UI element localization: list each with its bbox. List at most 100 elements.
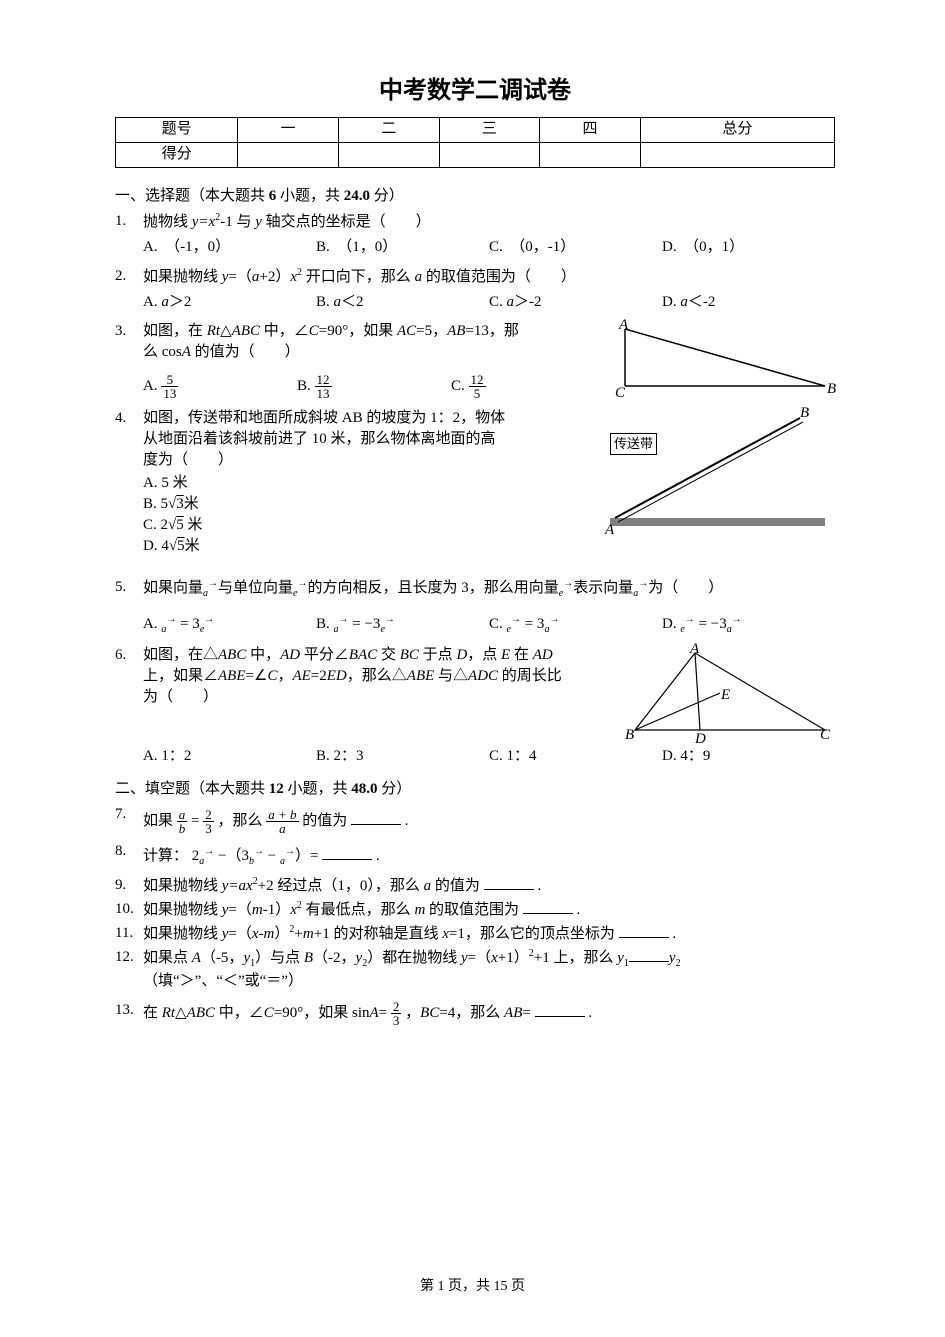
q-body: 如果抛物线 y=ax2+2 经过点（1，0），那么 a 的值为 . xyxy=(143,875,835,897)
stem-line: 度为（ ） xyxy=(143,450,600,471)
option-a: A. a→ = 3e→ xyxy=(143,613,316,637)
text: . xyxy=(537,878,541,894)
option-b: B. 5√3米 xyxy=(143,494,600,515)
option-b: B. 1213 xyxy=(297,373,451,400)
stem-line: 从地面沿着该斜坡前进了 10 米，那么物体离地面的高 xyxy=(143,429,600,450)
cell: 四 xyxy=(540,117,641,142)
q-number: 11. xyxy=(115,923,143,944)
option-d: D. （0，1） xyxy=(662,237,835,258)
triangle-svg xyxy=(605,321,835,401)
q-body: 如图，在△ABC 中，AD 平分∠BAC 交 BC 于点 D，点 E 在 AD … xyxy=(143,645,835,773)
blank xyxy=(322,845,372,860)
exam-page: 中考数学二调试卷 题号 一 二 三 四 总分 得分 一、选择题（本大题共 6 小… xyxy=(0,0,945,1337)
option-c: C. 1：4 xyxy=(489,746,662,767)
q-number: 12. xyxy=(115,947,143,968)
vertex-label: B xyxy=(827,379,836,400)
q-number: 10. xyxy=(115,899,143,920)
q-number: 6. xyxy=(115,645,143,666)
question-10: 10. 如果抛物线 y=（m-1）x2 有最低点，那么 m 的取值范围为 . xyxy=(115,899,835,921)
vertex-label: D xyxy=(695,729,706,750)
option-a: A. 5 米 xyxy=(143,473,600,494)
score-table: 题号 一 二 三 四 总分 得分 xyxy=(115,117,835,168)
question-7: 7. 如果 ab = 23 ，那么 a + ba 的值为 . xyxy=(115,804,835,839)
blank xyxy=(535,1002,585,1017)
q-number: 9. xyxy=(115,875,143,896)
cell: 二 xyxy=(338,117,439,142)
page-title: 中考数学二调试卷 xyxy=(115,75,835,109)
q-number: 3. xyxy=(115,321,143,342)
blank xyxy=(484,875,534,890)
blank xyxy=(351,810,401,825)
text: ，那么 xyxy=(217,813,262,829)
option-d: D. 4：9 xyxy=(662,746,835,767)
options: A. 1：2 B. 2：3 C. 1：4 D. 4：9 xyxy=(143,746,835,767)
option-a: A. 1：2 xyxy=(143,746,316,767)
question-3: 3. 如图，在 Rt△ABC 中，∠C=90°，如果 AC=5，AB=13，那 … xyxy=(115,321,835,406)
question-9: 9. 如果抛物线 y=ax2+2 经过点（1，0），那么 a 的值为 . xyxy=(115,875,835,897)
q-number: 5. xyxy=(115,577,143,598)
option-b: B. a＜2 xyxy=(316,292,489,313)
text: = xyxy=(191,813,199,829)
question-1: 1. 抛物线 y=x2-1 与 y 轴交点的坐标是（ ） A. （-1，0） B… xyxy=(115,211,835,264)
question-13: 13. 在 Rt△ABC 中，∠C=90°，如果 sinA= 23 ，BC=4，… xyxy=(115,1000,835,1027)
option-a: A. 513 xyxy=(143,373,297,400)
cell xyxy=(540,142,641,167)
q-number: 13. xyxy=(115,1000,143,1021)
text: . xyxy=(588,1005,592,1021)
option-d: D. e→ = −3a→ xyxy=(662,613,835,637)
q-body: 如果向量a→与单位向量e→的方向相反，且长度为 3，那么用向量e→表示向量a→为… xyxy=(143,577,835,643)
blank xyxy=(629,947,669,962)
cell: 得分 xyxy=(116,142,238,167)
cell: 三 xyxy=(439,117,540,142)
question-12: 12. 如果点 A（-5，y1）与点 B（-2，y2）都在抛物线 y=（x+1）… xyxy=(115,947,835,992)
section-heading-text: 二、填空题（本大题共 12 小题，共 48.0 分） xyxy=(115,781,411,797)
q-note: （填“＞”、“＜”或“＝”） xyxy=(143,971,835,992)
options: A. a＞2 B. a＜2 C. a＞-2 D. a＜-2 xyxy=(143,292,835,313)
slope-svg xyxy=(600,408,835,538)
q-body: 如果抛物线 y=（m-1）x2 有最低点，那么 m 的取值范围为 . xyxy=(143,899,835,921)
q-number: 8. xyxy=(115,841,143,862)
section-heading-1: 一、选择题（本大题共 6 小题，共 24.0 分） xyxy=(115,186,835,207)
section-heading-text: 一、选择题（本大题共 6 小题，共 24.0 分） xyxy=(115,188,404,204)
q-body: 如果抛物线 y=（x-m）2+m+1 的对称轴是直线 x=1，那么它的顶点坐标为… xyxy=(143,923,835,945)
q-body: 如果 ab = 23 ，那么 a + ba 的值为 . xyxy=(143,804,835,839)
cell xyxy=(439,142,540,167)
options: A. 513 B. 1213 C. 125 xyxy=(143,373,605,400)
option-c: C. 125 xyxy=(451,373,605,400)
vertex-label: A xyxy=(605,520,614,541)
option-d: D. a＜-2 xyxy=(662,292,835,313)
q-number: 1. xyxy=(115,211,143,232)
q-stem: 如图，在 Rt△ABC 中，∠C=90°，如果 AC=5，AB=13，那 么 c… xyxy=(143,321,605,406)
q-number: 4. xyxy=(115,408,143,429)
q-body: 如果抛物线 y=（a+2）x2 开口向下，那么 a 的取值范围为（ ） A. a… xyxy=(143,266,835,319)
q-body: 如图，在 Rt△ABC 中，∠C=90°，如果 AC=5，AB=13，那 么 c… xyxy=(143,321,835,406)
cell: 总分 xyxy=(640,117,834,142)
cell: 一 xyxy=(238,117,339,142)
vertex-label: C xyxy=(615,383,625,404)
options: A. （-1，0） B. （1，0） C. （0，-1） D. （0，1） xyxy=(143,237,835,258)
q-stem: 如果抛物线 y=（a+2）x2 开口向下，那么 a 的取值范围为（ ） xyxy=(143,266,835,288)
option-d: D. 4√5米 xyxy=(143,536,600,557)
question-4: 4. 如图，传送带和地面所成斜坡 AB 的坡度为 1：2，物体 从地面沿着该斜坡… xyxy=(115,408,835,557)
page-footer: 第 1 页，共 15 页 xyxy=(0,1277,945,1297)
text: . xyxy=(577,902,581,918)
figure-triangle-q6: A B C D E xyxy=(625,645,835,740)
q-body: 如图，传送带和地面所成斜坡 AB 的坡度为 1：2，物体 从地面沿着该斜坡前进了… xyxy=(143,408,835,557)
table-row: 题号 一 二 三 四 总分 xyxy=(116,117,835,142)
option-c: C. 2√5 米 xyxy=(143,515,600,536)
section-heading-2: 二、填空题（本大题共 12 小题，共 48.0 分） xyxy=(115,779,835,800)
option-b: B. a→ = −3e→ xyxy=(316,613,489,637)
figure-triangle-q3: A C B xyxy=(605,321,835,401)
figure-slope-q4: 传送带 B A xyxy=(600,408,835,538)
cell: 题号 xyxy=(116,117,238,142)
question-11: 11. 如果抛物线 y=（x-m）2+m+1 的对称轴是直线 x=1，那么它的顶… xyxy=(115,923,835,945)
stem-line: 如图，传送带和地面所成斜坡 AB 的坡度为 1：2，物体 xyxy=(143,408,600,429)
q-body: 在 Rt△ABC 中，∠C=90°，如果 sinA= 23 ，BC=4，那么 A… xyxy=(143,1000,835,1027)
option-a: A. （-1，0） xyxy=(143,237,316,258)
vertex-label: B xyxy=(800,403,809,424)
q-body: 计算： 2a→ −（3b→ − a→）= . xyxy=(143,841,835,873)
cell xyxy=(338,142,439,167)
question-2: 2. 如果抛物线 y=（a+2）x2 开口向下，那么 a 的取值范围为（ ） A… xyxy=(115,266,835,319)
option-c: C. （0，-1） xyxy=(489,237,662,258)
text: 计算： xyxy=(143,848,188,864)
